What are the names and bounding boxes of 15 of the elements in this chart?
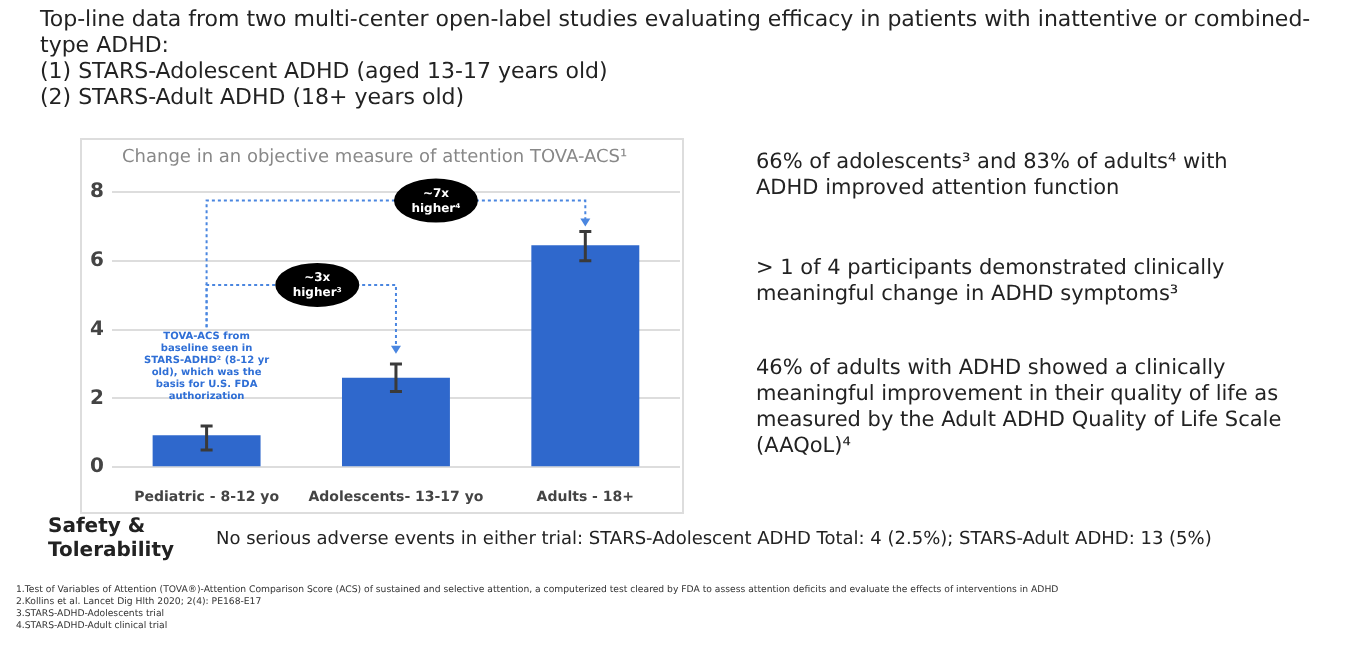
- text: > 1 of 4 participants demonstrated clinically meaningful change in ADHD symptoms³: [756, 256, 1227, 308]
- bar: [152, 435, 261, 467]
- chart-subtitle: Change in an objective measure of attention TOVA-ACS¹: [122, 148, 628, 168]
- text: Safety & Tolerability: [48, 516, 176, 564]
- y-tick-label: 2: [89, 387, 104, 410]
- text: No serious adverse events in either trial: STARS-Adolescent ADHD Total: 4 (2.5%); STARS-Adult ADHD: 13 (5%): [216, 530, 1212, 550]
- y-tick-label: 6: [89, 249, 104, 272]
- y-tick-label: 8: [89, 181, 104, 204]
- text: 66% of adolescents³ and 83% of adults⁴ with ADHD improved attention function: [756, 150, 1230, 202]
- chart-title: Top-line data from two multi-center open-label studies evaluating efficacy in patients with inattentive or combined-type ADHD: (1) STARS-Adolescent ADHD (aged 13-17 years old) (2) STARS-Adult ADHD (18+ years old): [40, 6, 1313, 110]
- y-tick-label: 0: [89, 456, 104, 479]
- text: 46% of adults with ADHD showed a clinically meaningful improvement in their quality of life as measured by the Adult ADHD Quality of Life Scale (AAQoL)⁴: [756, 356, 1284, 460]
- bar: [341, 377, 450, 467]
- bar: [531, 245, 640, 467]
- y-tick-label: 4: [89, 318, 104, 341]
